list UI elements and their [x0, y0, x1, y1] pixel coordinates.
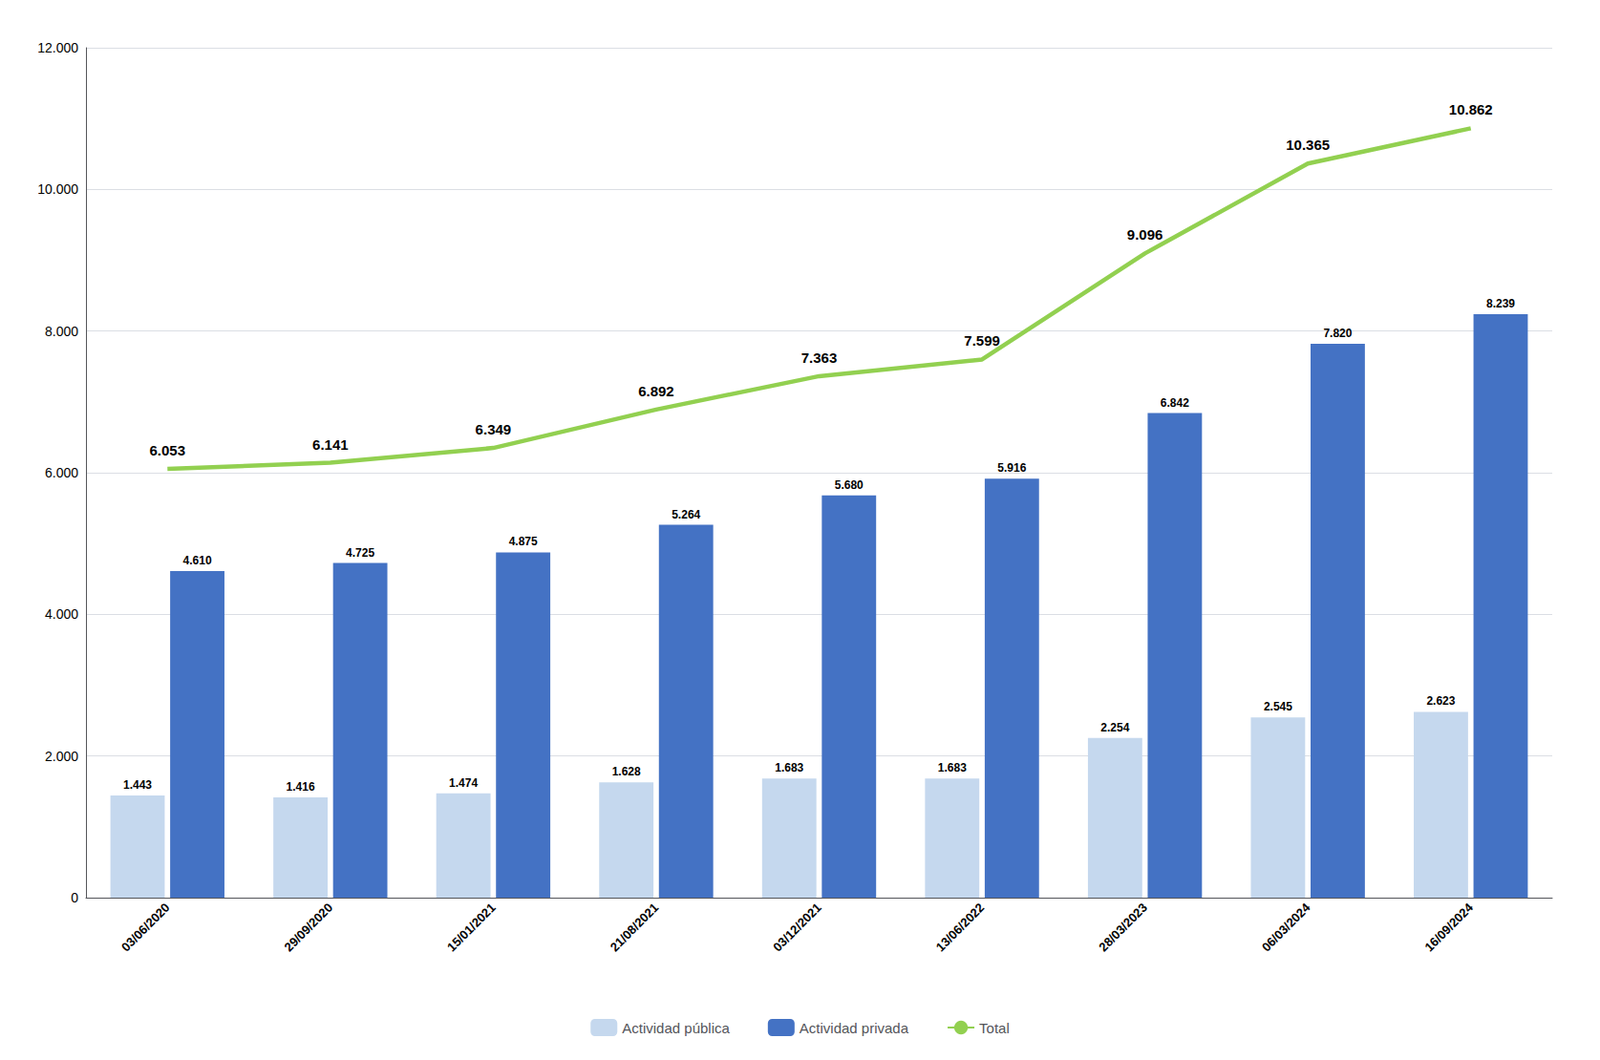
- svg-text:2.623: 2.623: [1426, 694, 1455, 708]
- svg-text:2.254: 2.254: [1100, 721, 1130, 735]
- svg-text:2.000: 2.000: [44, 748, 79, 765]
- svg-text:1.683: 1.683: [938, 761, 967, 775]
- svg-text:03/06/2020: 03/06/2020: [118, 900, 173, 956]
- svg-text:7.820: 7.820: [1322, 326, 1352, 341]
- svg-text:Total: Total: [979, 1020, 1010, 1037]
- svg-text:4.875: 4.875: [509, 534, 538, 549]
- svg-text:1.628: 1.628: [612, 765, 641, 779]
- svg-text:6.892: 6.892: [638, 383, 675, 400]
- svg-text:Actividad privada: Actividad privada: [799, 1020, 910, 1037]
- svg-text:10.365: 10.365: [1285, 136, 1330, 153]
- svg-text:1.683: 1.683: [774, 761, 804, 775]
- svg-text:29/09/2020: 29/09/2020: [281, 900, 337, 956]
- svg-text:6.842: 6.842: [1160, 396, 1190, 410]
- svg-text:1.416: 1.416: [286, 780, 316, 794]
- svg-text:5.264: 5.264: [671, 508, 701, 522]
- svg-text:10.862: 10.862: [1449, 101, 1494, 118]
- svg-text:Actividad pública: Actividad pública: [621, 1020, 730, 1037]
- svg-text:8.000: 8.000: [44, 323, 79, 340]
- svg-text:7.363: 7.363: [801, 349, 838, 366]
- svg-text:6.000: 6.000: [44, 465, 79, 481]
- svg-text:1.474: 1.474: [448, 776, 478, 790]
- svg-text:5.680: 5.680: [834, 478, 864, 492]
- svg-text:15/01/2021: 15/01/2021: [444, 900, 499, 956]
- svg-text:06/03/2024: 06/03/2024: [1258, 899, 1314, 955]
- svg-text:03/12/2021: 03/12/2021: [769, 900, 825, 956]
- svg-text:6.349: 6.349: [475, 421, 512, 438]
- svg-text:8.239: 8.239: [1486, 297, 1515, 311]
- svg-text:6.053: 6.053: [149, 442, 187, 459]
- svg-text:21/08/2021: 21/08/2021: [607, 900, 662, 956]
- svg-text:28/03/2023: 28/03/2023: [1095, 900, 1151, 956]
- svg-text:13/06/2022: 13/06/2022: [933, 900, 988, 956]
- svg-text:2.545: 2.545: [1263, 700, 1293, 714]
- svg-text:7.599: 7.599: [963, 332, 1001, 349]
- svg-text:4.610: 4.610: [183, 554, 213, 568]
- svg-text:5.916: 5.916: [997, 461, 1026, 475]
- svg-text:16/09/2024: 16/09/2024: [1421, 899, 1476, 955]
- svg-text:6.141: 6.141: [312, 436, 349, 453]
- svg-text:4.725: 4.725: [345, 546, 375, 560]
- svg-text:0: 0: [70, 890, 79, 906]
- svg-text:10.000: 10.000: [37, 181, 79, 197]
- svg-text:9.096: 9.096: [1127, 226, 1164, 243]
- svg-text:4.000: 4.000: [44, 606, 79, 622]
- svg-text:1.443: 1.443: [123, 778, 152, 792]
- svg-text:12.000: 12.000: [37, 40, 79, 56]
